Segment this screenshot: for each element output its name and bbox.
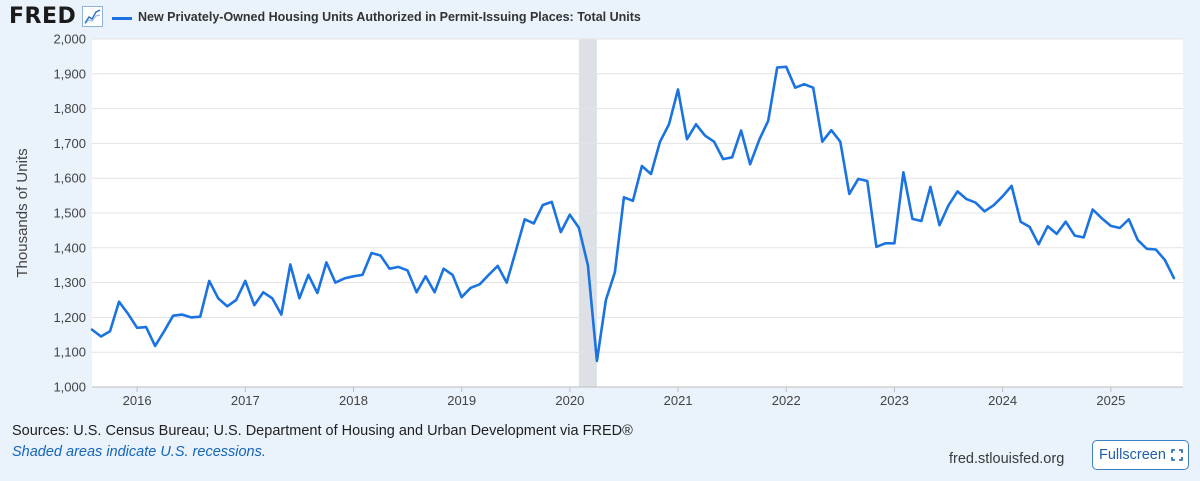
x-tick-label: 2023 <box>880 393 909 408</box>
x-tick-label: 2022 <box>772 393 801 408</box>
y-tick-label: 1,900 <box>53 66 86 81</box>
y-tick-label: 1,000 <box>53 380 86 395</box>
y-tick-label: 1,700 <box>53 136 86 151</box>
sources-note: Sources: U.S. Census Bureau; U.S. Depart… <box>12 423 633 439</box>
y-tick-label: 1,200 <box>53 310 86 325</box>
line-chart[interactable]: 1,000 1,100 1,200 1,300 1,400 1,500 1,600 1,700… <box>0 0 1200 420</box>
fullscreen-button[interactable]: Fullscreen <box>1092 440 1189 470</box>
x-tick-label: 2017 <box>231 393 260 408</box>
legend-line-swatch <box>112 17 132 20</box>
series-title[interactable]: New Privately-Owned Housing Units Author… <box>138 10 641 24</box>
y-tick-label: 1,300 <box>53 275 86 290</box>
line-chart-icon <box>82 6 103 27</box>
y-tick-label: 2,000 <box>53 32 86 47</box>
y-tick-label: 1,600 <box>53 171 86 186</box>
y-tick-label: 1,800 <box>53 101 86 116</box>
expand-corners-icon <box>1171 449 1183 461</box>
y-tick-label: 1,400 <box>53 240 86 255</box>
x-tick-label: 2025 <box>1096 393 1125 408</box>
fullscreen-label: Fullscreen <box>1099 447 1166 463</box>
y-tick-label: 1,100 <box>53 345 86 360</box>
chart-header: FRED New Privately-Owned Housing Units A… <box>0 0 1200 38</box>
x-tick-label: 2019 <box>447 393 476 408</box>
y-tick-label: 1,500 <box>53 206 86 221</box>
recession-note: Shaded areas indicate U.S. recessions. <box>12 444 266 460</box>
x-tick-label: 2018 <box>339 393 368 408</box>
x-axis: 2016 2017 2018 2019 2020 2021 2022 2023 2024 2025 <box>123 387 1125 408</box>
y-axis: 1,000 1,100 1,200 1,300 1,400 1,500 1,600 1,700… <box>53 32 86 395</box>
x-tick-label: 2016 <box>123 393 152 408</box>
x-tick-label: 2020 <box>555 393 584 408</box>
grid-layer <box>92 38 1183 388</box>
series-layer <box>90 65 1176 363</box>
fred-logo[interactable]: FRED <box>9 4 77 29</box>
series-line[interactable] <box>90 65 1176 363</box>
y-axis-label: Thousands of Units <box>14 148 31 277</box>
x-tick-label: 2024 <box>988 393 1017 408</box>
site-url[interactable]: fred.stlouisfed.org <box>949 451 1065 467</box>
x-tick-label: 2021 <box>664 393 693 408</box>
